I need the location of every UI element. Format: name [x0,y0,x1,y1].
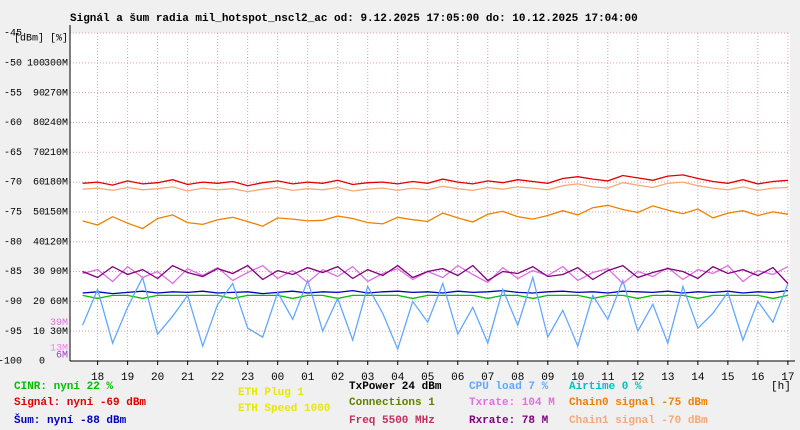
y3-tick-label: 210M [44,148,68,159]
y3-tick-label: 180M [44,178,68,189]
y3-tick-label: 270M [44,88,68,99]
y-tick-label: -80 [4,237,22,248]
y-unit-label: [dBm] [%] [14,33,68,45]
x-tick-label: 03 [361,372,374,384]
info-entry: TxPower 24 dBm [349,381,442,393]
x-tick-label: 13 [661,372,674,384]
annotation: 6M [56,351,68,362]
info-entry: ETH Plug 1 [238,387,304,399]
legend-entry: CPU load 7 % [469,381,549,393]
y3-tick-label: 240M [44,118,68,129]
y3-tick-label: 90M [50,267,68,278]
series-line [82,275,789,351]
info-entry: Freq 5500 MHz [349,415,435,427]
y2-tick-label: 80 [33,118,45,129]
y-tick-label: -75 [4,208,22,219]
annotation: 13M [50,344,68,355]
legend-entry: Chain1 signal -70 dBm [569,415,708,427]
x-tick-label: 20 [151,372,164,384]
chart-title: Signál a šum radia mil_hotspot_nscl2_ac … [70,13,638,25]
info-entry: Connections 1 [349,397,435,409]
x-tick-label: 15 [721,372,734,384]
y2-tick-label: 30 [33,267,45,278]
x-tick-label: 06 [451,372,464,384]
info-entry: ETH Speed 1000 [238,403,330,415]
y2-tick-label: 40 [33,237,45,248]
series-line [82,264,789,284]
y2-tick-label: 20 [33,297,45,308]
legend-entry: CINR: nyní 22 % [14,381,113,393]
y-tick-label: -50 [4,58,22,69]
x-tick-label: 01 [301,372,315,384]
y2-tick-label: 70 [33,148,45,159]
y3-tick-label: 120M [44,237,68,248]
y-tick-label: -90 [4,297,22,308]
x-tick-label: 14 [691,372,705,384]
x-tick-label: 21 [181,372,195,384]
series-line [82,204,789,230]
y-tick-label: -100 [0,357,22,368]
x-tick-label: 09 [541,372,554,384]
x-tick-label: 00 [271,372,284,384]
info-entry: Airtime 0 % [569,381,642,393]
y2-tick-label: 60 [33,178,45,189]
y3-tick-label: 150M [44,208,68,219]
y-tick-label: -65 [4,148,22,159]
x-tick-label: 02 [331,372,344,384]
series-line [82,294,789,300]
annotation: 39M [50,318,68,329]
x-axis-label: [h] [771,381,791,393]
legend-entry: Rxrate: 78 M [469,415,549,427]
x-tick-label: 22 [211,372,224,384]
plot-area [70,33,790,361]
y-tick-label: -85 [4,267,22,278]
x-tick-label: 12 [631,372,644,384]
legend-entry: Šum: nyní -88 dBm [14,413,127,427]
x-tick-label: 05 [421,372,434,384]
legend-entry: Chain0 signal -75 dBm [569,397,708,409]
series-line [82,181,788,193]
x-tick-label: 18 [91,372,104,384]
x-tick-label: 10 [571,372,584,384]
x-tick-label: 11 [601,372,615,384]
legend-entry: Txrate: 104 M [469,397,555,409]
y2-tick-label: 0 [39,357,45,368]
y2-tick-label: 90 [33,88,45,99]
y2-tick-label: 100 [27,58,45,69]
y-tick-label: -60 [4,118,22,129]
y3-tick-label: 60M [50,297,68,308]
y-tick-label: -95 [4,327,22,338]
y3-tick-label: 30M [50,327,68,338]
series-line [82,289,788,295]
x-tick-label: 07 [481,372,494,384]
y2-tick-label: 50 [33,208,45,219]
y-tick-label: -70 [4,178,22,189]
y-tick-label: -55 [4,88,22,99]
series-line [82,174,788,187]
x-tick-label: 08 [511,372,524,384]
x-tick-label: 23 [241,372,254,384]
y3-tick-label: 300M [44,58,68,69]
y2-tick-label: 10 [33,327,45,338]
x-tick-label: 19 [121,372,134,384]
x-tick-label: 04 [391,372,405,384]
y-tick-label: -45 [4,29,22,40]
x-tick-label: 17 [781,372,794,384]
x-tick-label: 16 [751,372,764,384]
legend-entry: Signál: nyní -69 dBm [14,397,146,409]
